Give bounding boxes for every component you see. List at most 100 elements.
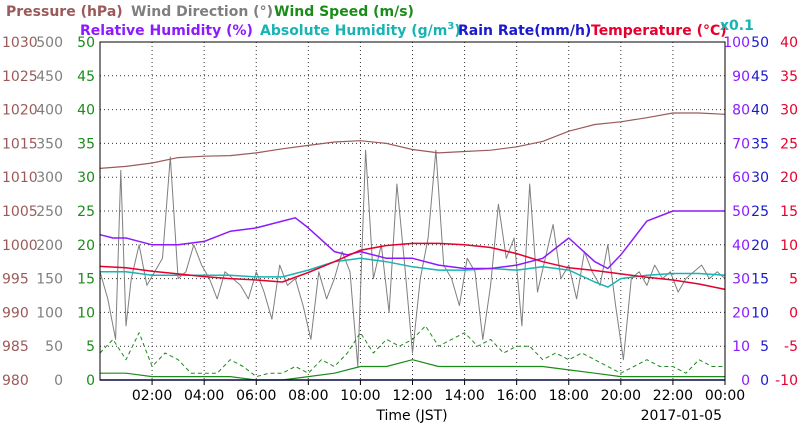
x-tick-label: 02:00 — [132, 388, 172, 404]
wind-direction-tick-label: 450 — [36, 69, 63, 85]
pressure-tick-label: 1010 — [2, 170, 38, 186]
rain-rate-tick-label: 20 — [751, 238, 769, 254]
rain-rate-tick-label: 15 — [751, 272, 769, 288]
wind-speed-tick-label: 0 — [86, 373, 95, 389]
relative-humidity-tick-label: 20 — [732, 305, 750, 321]
temperature-tick-label: 30 — [780, 103, 798, 119]
x-axis-title: Time (JST) — [375, 408, 447, 424]
pressure-tick-label: 990 — [2, 305, 29, 321]
y-tick-labels: 9809859909951000100510101015102010251030… — [2, 35, 798, 389]
legend-absolute-humidity-tail: ) — [454, 23, 460, 39]
wind-speed-tick-label: 40 — [77, 103, 95, 119]
temperature-tick-label: -10 — [775, 373, 798, 389]
temperature-tick-label: 25 — [780, 136, 798, 152]
x-tick-label: 12:00 — [392, 388, 432, 404]
relative-humidity-tick-label: 30 — [732, 272, 750, 288]
rain-rate-tick-label: 35 — [751, 136, 769, 152]
x-tick-label: 04:00 — [184, 388, 224, 404]
temperature-tick-label: 40 — [780, 35, 798, 51]
x-tick-label: 08:00 — [288, 388, 328, 404]
x-tick-label: 20:00 — [601, 388, 641, 404]
temperature-tick-label: 35 — [780, 69, 798, 85]
series-wind-speed-min — [100, 359, 725, 381]
pressure-tick-label: 1015 — [2, 136, 38, 152]
pressure-tick-label: 1020 — [2, 103, 38, 119]
relative-humidity-tick-label: 50 — [732, 204, 750, 220]
series-absolute-humidity — [100, 257, 726, 288]
temperature-tick-label: -5 — [784, 339, 798, 355]
rain-rate-tick-label: 40 — [751, 103, 769, 119]
pressure-tick-label: 1000 — [2, 238, 38, 254]
x-tick-label: 06:00 — [236, 388, 276, 404]
legend-wind-speed: Wind Speed (m/s) — [274, 4, 414, 20]
x-tick-label: 10:00 — [340, 388, 380, 404]
legend-pressure: Pressure (hPa) — [6, 4, 123, 20]
legend-scale-note: x0.1 — [720, 18, 754, 34]
x-tick-label: 18:00 — [549, 388, 589, 404]
rain-rate-tick-label: 10 — [751, 305, 769, 321]
relative-humidity-tick-label: 100 — [723, 35, 750, 51]
temperature-tick-label: 0 — [789, 305, 798, 321]
relative-humidity-tick-label: 90 — [732, 69, 750, 85]
grid — [100, 42, 725, 380]
relative-humidity-tick-label: 70 — [732, 136, 750, 152]
pressure-tick-label: 1005 — [2, 204, 38, 220]
temperature-tick-label: 10 — [780, 238, 798, 254]
wind-direction-tick-label: 100 — [36, 305, 63, 321]
pressure-tick-label: 995 — [2, 272, 29, 288]
rain-rate-tick-label: 0 — [760, 373, 769, 389]
wind-direction-tick-label: 350 — [36, 136, 63, 152]
wind-speed-tick-label: 30 — [77, 170, 95, 186]
relative-humidity-tick-label: 40 — [732, 238, 750, 254]
pressure-tick-label: 1025 — [2, 69, 38, 85]
wind-direction-tick-label: 50 — [45, 339, 63, 355]
wind-direction-tick-label: 500 — [36, 35, 63, 51]
x-tick-label: 00:00 — [705, 388, 745, 404]
legend-absolute-humidity-label: Absolute Humidity (g/m — [260, 23, 447, 39]
relative-humidity-tick-label: 80 — [732, 103, 750, 119]
date-label: 2017-01-05 — [641, 408, 722, 424]
wind-speed-tick-label: 25 — [77, 204, 95, 220]
legend-absolute-humidity-sup: 3 — [447, 21, 454, 32]
legend-relative-humidity: Relative Humidity (%) — [80, 23, 253, 39]
wind-direction-tick-label: 250 — [36, 204, 63, 220]
temperature-tick-label: 15 — [780, 204, 798, 220]
series-pressure — [99, 112, 726, 169]
relative-humidity-tick-label: 10 — [732, 339, 750, 355]
series-wind-direction — [99, 149, 726, 367]
relative-humidity-tick-label: 0 — [741, 373, 750, 389]
wind-speed-tick-label: 5 — [86, 339, 95, 355]
wind-speed-tick-label: 45 — [77, 69, 95, 85]
x-tick-label: 14:00 — [444, 388, 484, 404]
rain-rate-tick-label: 45 — [751, 69, 769, 85]
wind-direction-tick-label: 150 — [36, 272, 63, 288]
legend-absolute-humidity: Absolute Humidity (g/m3) — [260, 21, 461, 39]
wind-speed-tick-label: 20 — [77, 238, 95, 254]
wind-direction-tick-label: 400 — [36, 103, 63, 119]
x-tick-label: 22:00 — [653, 388, 693, 404]
legend-temperature: Temperature (°C) — [591, 23, 727, 39]
wind-speed-tick-label: 35 — [77, 136, 95, 152]
rain-rate-tick-label: 50 — [751, 35, 769, 51]
legend-wind-direction: Wind Direction (°) — [131, 4, 273, 20]
wind-speed-tick-label: 15 — [77, 272, 95, 288]
pressure-tick-label: 1030 — [2, 35, 38, 51]
relative-humidity-tick-label: 60 — [732, 170, 750, 186]
series-relative-humidity — [99, 210, 725, 270]
pressure-tick-label: 985 — [2, 339, 29, 355]
temperature-tick-label: 20 — [780, 170, 798, 186]
wind-direction-tick-label: 300 — [36, 170, 63, 186]
temperature-tick-label: 5 — [789, 272, 798, 288]
wind-speed-tick-label: 10 — [77, 305, 95, 321]
wind-direction-tick-label: 0 — [54, 373, 63, 389]
rain-rate-tick-label: 5 — [760, 339, 769, 355]
series-wind-speed — [99, 325, 725, 378]
x-tick-labels: 02:00 04:00 06:00 08:00 10:00 12:00 14:00 16:00… — [132, 380, 745, 404]
x-tick-label: 16:00 — [496, 388, 536, 404]
rain-rate-tick-label: 25 — [751, 204, 769, 220]
wind-direction-tick-label: 200 — [36, 238, 63, 254]
legend-rain-rate: Rain Rate(mm/h) — [458, 23, 591, 39]
rain-rate-tick-label: 30 — [751, 170, 769, 186]
series-temperature — [99, 242, 726, 291]
